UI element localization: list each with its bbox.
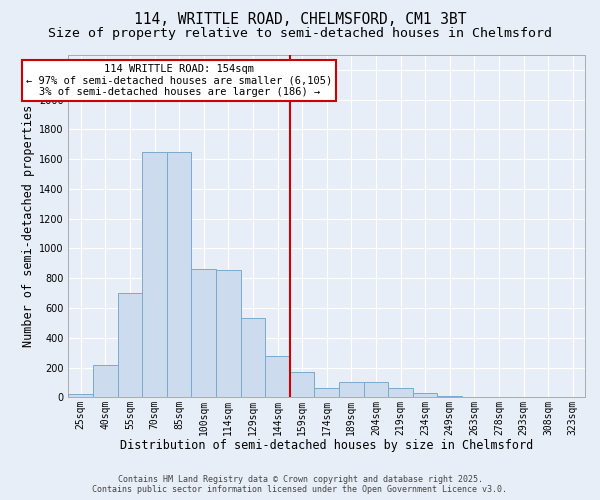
Bar	[167, 152, 191, 398]
Bar	[290, 372, 314, 398]
Text: Contains HM Land Registry data © Crown copyright and database right 2025.
Contai: Contains HM Land Registry data © Crown c…	[92, 474, 508, 494]
Bar	[413, 393, 437, 398]
Bar	[68, 394, 93, 398]
Bar	[142, 152, 167, 398]
Text: 114 WRITTLE ROAD: 154sqm
← 97% of semi-detached houses are smaller (6,105)
3% of: 114 WRITTLE ROAD: 154sqm ← 97% of semi-d…	[26, 64, 332, 97]
Bar	[388, 388, 413, 398]
Bar	[364, 382, 388, 398]
Bar	[437, 396, 462, 398]
Bar	[339, 382, 364, 398]
Y-axis label: Number of semi-detached properties: Number of semi-detached properties	[22, 105, 35, 348]
Bar	[93, 364, 118, 398]
Bar	[216, 270, 241, 398]
Text: Size of property relative to semi-detached houses in Chelmsford: Size of property relative to semi-detach…	[48, 28, 552, 40]
Bar	[560, 396, 585, 398]
Bar	[241, 318, 265, 398]
X-axis label: Distribution of semi-detached houses by size in Chelmsford: Distribution of semi-detached houses by …	[120, 440, 533, 452]
Bar	[265, 356, 290, 398]
Bar	[314, 388, 339, 398]
Text: 114, WRITTLE ROAD, CHELMSFORD, CM1 3BT: 114, WRITTLE ROAD, CHELMSFORD, CM1 3BT	[134, 12, 466, 28]
Bar	[191, 270, 216, 398]
Bar	[118, 293, 142, 398]
